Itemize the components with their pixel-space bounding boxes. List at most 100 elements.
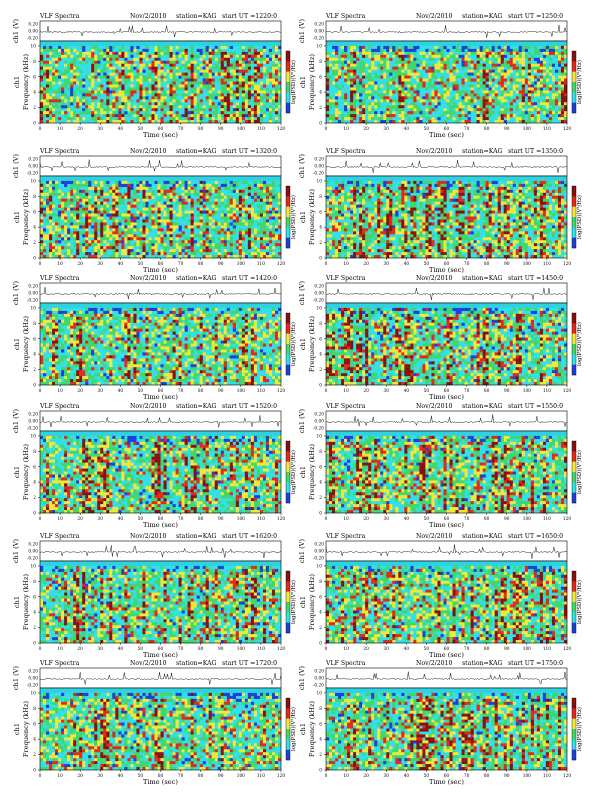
freq-y-label: Frequency (kHz) [308,316,316,373]
channel-label: ch1 [13,338,21,350]
wave-tick-label: 0.20 [28,543,38,548]
time-tick-label: 110 [257,774,265,779]
wave-y-label: ch1 (V) [12,409,20,434]
freq-tick-label: 10 [31,434,37,439]
freq-y-label: Frequency (kHz) [22,316,30,373]
panel-title: VLF Spectra [39,148,80,155]
channel-label: ch1 [299,211,307,223]
wave-y-label: ch1 (V) [12,281,20,306]
waveform-box [326,283,567,303]
spectrogram-image [326,688,567,770]
freq-tick-label: 4 [33,226,36,231]
freq-tick-label: 6 [319,337,322,342]
time-tick-label: 20 [77,389,83,394]
time-tick-label: 80 [198,389,204,394]
time-tick-label: 80 [484,647,490,652]
time-x-label: Time (sec) [429,651,464,659]
panel-station: station=KAG [462,148,503,155]
time-tick-label: 20 [77,517,83,522]
wave-y-label: ch1 (V) [12,154,20,179]
channel-label: ch1 [13,466,21,478]
panel-title: VLF Spectra [39,275,80,282]
freq-tick-label: 0 [33,512,36,517]
time-tick-label: 90 [504,389,510,394]
time-tick-label: 20 [363,647,369,652]
time-tick-label: 20 [77,774,83,779]
freq-tick-label: 6 [33,465,36,470]
time-tick-label: 40 [404,127,410,132]
time-tick-label: 20 [363,774,369,779]
time-tick-label: 90 [218,517,224,522]
time-tick-label: 20 [363,127,369,132]
wave-tick-label: 0.00 [28,550,38,555]
panel-date: Nov/2/2010 [130,403,167,410]
time-tick-label: 40 [118,774,124,779]
time-tick-label: 70 [178,517,184,522]
panel-start-time: start UT =1620:0 [222,533,277,540]
panel-date: Nov/2/2010 [416,275,453,282]
time-tick-label: 20 [77,262,83,267]
time-tick-label: 80 [484,127,490,132]
channel-label: ch1 [13,211,21,223]
time-tick-label: 90 [504,262,510,267]
time-tick-label: 110 [257,127,265,132]
freq-tick-label: 6 [319,465,322,470]
time-tick-label: 10 [57,647,63,652]
colorbar [572,51,576,113]
colorbar [572,571,576,633]
time-tick-label: 30 [384,127,390,132]
freq-y-label: Frequency (kHz) [22,701,30,758]
time-tick-label: 20 [363,389,369,394]
wave-tick-label: 0.00 [314,30,324,35]
time-tick-label: 80 [484,774,490,779]
freq-tick-label: 4 [33,481,36,486]
panel-title: VLF Spectra [325,533,366,540]
spectrogram-image [326,176,567,258]
freq-tick-label: 10 [317,564,323,569]
time-tick-label: 90 [218,774,224,779]
time-tick-label: 100 [523,517,531,522]
time-x-label: Time (sec) [143,393,178,401]
freq-tick-label: 8 [33,707,36,712]
time-tick-label: 120 [277,127,285,132]
spectra-figure: VLF Spectra Nov/2/2010 station=KAG start UT… [0,0,612,792]
freq-tick-label: 8 [319,60,322,65]
panel-station: station=KAG [462,403,503,410]
time-tick-label: 30 [98,774,104,779]
colorbar [572,186,576,248]
freq-tick-label: 6 [33,337,36,342]
time-tick-label: 80 [484,389,490,394]
freq-tick-label: 0 [319,257,322,262]
spectrogram-image [40,431,281,513]
time-tick-label: 80 [198,517,204,522]
panel-date: Nov/2/2010 [130,660,167,667]
time-tick-label: 110 [543,389,551,394]
freq-tick-label: 10 [317,306,323,311]
freq-tick-label: 10 [31,179,37,184]
colorbar-label: log(PSD)(V²/Hz) [290,707,297,751]
time-tick-label: 110 [543,127,551,132]
time-tick-label: 0 [39,647,42,652]
time-tick-label: 20 [363,262,369,267]
time-tick-label: 10 [57,262,63,267]
freq-tick-label: 6 [33,722,36,727]
spectrogram-image [40,176,281,258]
freq-tick-label: 8 [319,707,322,712]
channel-label: ch1 [299,466,307,478]
wave-tick-label: -0.20 [27,299,38,304]
wave-y-label: ch1 (V) [12,539,20,564]
time-tick-label: 90 [218,389,224,394]
time-tick-label: 40 [118,127,124,132]
panel-title: VLF Spectra [325,13,366,20]
waveform-box [326,668,567,688]
wave-tick-label: 0.20 [314,543,324,548]
panel-date: Nov/2/2010 [416,533,453,540]
freq-tick-label: 2 [319,368,322,373]
freq-tick-label: 10 [31,44,37,49]
panel-date: Nov/2/2010 [416,148,453,155]
time-tick-label: 120 [563,517,571,522]
